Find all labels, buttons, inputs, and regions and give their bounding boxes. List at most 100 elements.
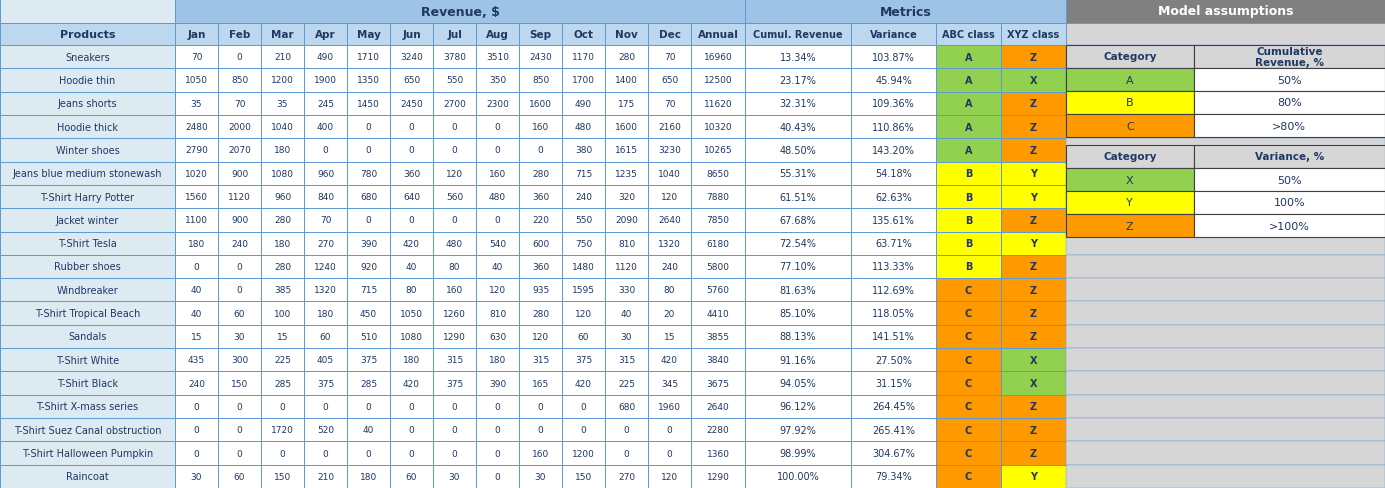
Text: 1960: 1960 (658, 402, 681, 411)
Text: 1120: 1120 (615, 263, 638, 271)
Bar (605, 69, 648, 92)
Bar (476, 92, 519, 116)
Bar (519, 302, 562, 325)
Bar (476, 348, 519, 372)
Text: 320: 320 (618, 193, 636, 202)
Text: 0: 0 (409, 216, 414, 225)
Text: 0: 0 (452, 402, 457, 411)
Text: 2700: 2700 (443, 100, 465, 108)
Bar (1066, 69, 1385, 92)
Bar (175, 348, 217, 372)
Text: 79.34%: 79.34% (875, 471, 911, 481)
Bar (519, 69, 562, 92)
Text: Z: Z (1030, 122, 1037, 132)
Bar (476, 279, 519, 302)
Bar (519, 418, 562, 442)
Bar (1001, 162, 1066, 185)
Text: Category: Category (1102, 52, 1156, 62)
Text: 0: 0 (323, 146, 328, 155)
Bar (217, 442, 260, 465)
Bar (348, 232, 391, 255)
Bar (476, 209, 519, 232)
Bar (605, 209, 648, 232)
Text: 2160: 2160 (658, 123, 681, 132)
Text: B: B (965, 262, 972, 272)
Bar (936, 92, 1001, 116)
Bar (434, 442, 476, 465)
Text: 1200: 1200 (271, 76, 294, 85)
Bar (745, 116, 850, 139)
Bar (1001, 24, 1066, 46)
Bar (648, 325, 691, 348)
Bar (0, 185, 175, 209)
Bar (260, 209, 303, 232)
Text: 1360: 1360 (706, 448, 730, 458)
Bar (745, 162, 850, 185)
Text: 0: 0 (366, 216, 371, 225)
Bar (476, 232, 519, 255)
Text: 960: 960 (317, 169, 334, 179)
Text: 15: 15 (191, 332, 202, 341)
Bar (0, 255, 175, 279)
Text: 285: 285 (360, 379, 377, 388)
Text: 245: 245 (317, 100, 334, 108)
Text: 40.43%: 40.43% (780, 122, 816, 132)
Bar (691, 209, 745, 232)
Text: Jacket winter: Jacket winter (55, 215, 119, 225)
Bar (175, 69, 217, 92)
Bar (745, 69, 850, 92)
Bar (391, 69, 434, 92)
Text: Z: Z (1030, 308, 1037, 319)
Bar (648, 24, 691, 46)
Bar (0, 162, 175, 185)
Text: 0: 0 (580, 426, 586, 434)
Text: 0: 0 (237, 263, 242, 271)
Bar (391, 279, 434, 302)
Text: 160: 160 (446, 286, 463, 295)
Bar (1066, 395, 1385, 418)
Text: 360: 360 (532, 263, 548, 271)
Bar (175, 209, 217, 232)
Bar (434, 69, 476, 92)
Bar (648, 162, 691, 185)
Text: 1040: 1040 (658, 169, 681, 179)
Bar (260, 69, 303, 92)
Bar (303, 209, 348, 232)
Bar (303, 279, 348, 302)
Text: Jan: Jan (187, 30, 206, 40)
Bar (260, 92, 303, 116)
Text: 60: 60 (234, 309, 245, 318)
Text: T-Shirt Tesla: T-Shirt Tesla (58, 239, 116, 249)
Bar (303, 162, 348, 185)
Text: 390: 390 (489, 379, 506, 388)
Bar (562, 232, 605, 255)
Text: 420: 420 (661, 356, 679, 365)
Text: 2300: 2300 (486, 100, 508, 108)
Text: 0: 0 (323, 402, 328, 411)
Bar (691, 116, 745, 139)
Bar (850, 46, 936, 69)
Bar (175, 372, 217, 395)
Bar (1001, 255, 1066, 279)
Text: 0: 0 (409, 402, 414, 411)
Text: T-Shirt Harry Potter: T-Shirt Harry Potter (40, 192, 134, 202)
Bar (1066, 418, 1385, 442)
Text: Annual: Annual (698, 30, 738, 40)
Bar (1066, 279, 1385, 302)
Bar (217, 348, 260, 372)
Text: 850: 850 (532, 76, 548, 85)
Text: 120: 120 (575, 309, 591, 318)
Bar (0, 395, 175, 418)
Bar (175, 442, 217, 465)
Text: 480: 480 (575, 123, 591, 132)
Bar (0, 24, 175, 46)
Text: 280: 280 (532, 169, 548, 179)
Text: Y: Y (1126, 198, 1133, 208)
Text: 60: 60 (320, 332, 331, 341)
Bar (648, 46, 691, 69)
Text: 480: 480 (489, 193, 506, 202)
Bar (260, 465, 303, 488)
Text: 120: 120 (532, 332, 548, 341)
Text: Jeans shorts: Jeans shorts (58, 99, 118, 109)
Text: 935: 935 (532, 286, 548, 295)
